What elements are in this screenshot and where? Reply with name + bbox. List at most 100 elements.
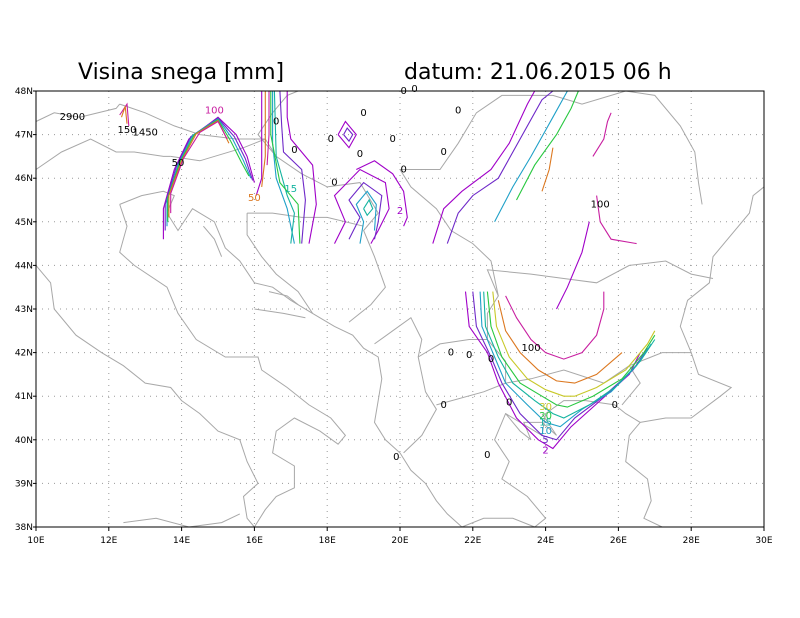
coastline-border bbox=[119, 204, 347, 528]
contour-line-c100 bbox=[596, 195, 637, 245]
contour-line-c10 bbox=[355, 190, 377, 244]
contour-line-c50 bbox=[261, 91, 266, 187]
contour-value-label: 0 bbox=[466, 350, 472, 361]
contour-value-label: 0 bbox=[448, 348, 454, 359]
lon-tick-label: 30E bbox=[755, 536, 772, 546]
contour-line-c5 bbox=[348, 181, 383, 240]
lon-tick-label: 24E bbox=[537, 536, 554, 546]
contour-value-label: 1450 bbox=[132, 127, 157, 138]
contour-line-c2 bbox=[337, 120, 357, 149]
coastline-border bbox=[203, 225, 223, 257]
contour-line-c2 bbox=[255, 91, 263, 196]
contour-line-c20 bbox=[270, 91, 301, 244]
contour-value-label: 0 bbox=[357, 149, 363, 160]
contour-value-label: 0 bbox=[411, 84, 417, 95]
contour-value-label: 2 bbox=[542, 446, 548, 457]
contour-line-c10 bbox=[166, 118, 252, 227]
contour-value-label: 5 bbox=[542, 435, 548, 446]
gridlines bbox=[36, 91, 764, 527]
contour-line-c100 bbox=[170, 120, 228, 214]
coastline-border bbox=[35, 265, 259, 528]
contour-value-label: 0 bbox=[612, 400, 618, 411]
contour-line-c5 bbox=[279, 90, 306, 244]
contour-value-label: 50 bbox=[172, 158, 185, 169]
contour-value-label: 15 bbox=[284, 184, 297, 195]
lon-tick-label: 28E bbox=[683, 536, 700, 546]
coastline-border bbox=[35, 103, 121, 122]
contour-line-c2 bbox=[356, 160, 408, 227]
coastline-border bbox=[254, 308, 306, 319]
contour-line-c100 bbox=[505, 291, 605, 360]
contour-value-label: 0 bbox=[390, 134, 396, 145]
contour-value-label: 0 bbox=[331, 178, 337, 189]
contour-value-label: 10 bbox=[539, 426, 552, 437]
coastline-border bbox=[123, 513, 241, 528]
contour-line-c30 bbox=[492, 291, 656, 397]
contour-value-label: 15 bbox=[539, 417, 552, 428]
lat-tick-label: 41N bbox=[15, 392, 33, 402]
contour-value-label: 20 bbox=[539, 411, 552, 422]
map-title: Visina snega [mm] bbox=[78, 60, 284, 85]
contour-value-label: 0 bbox=[440, 400, 446, 411]
contour-value-label: 0 bbox=[488, 354, 494, 365]
lon-tick-label: 18E bbox=[319, 536, 336, 546]
contour-value-label: 2 bbox=[397, 206, 403, 217]
contour-line-c5 bbox=[472, 291, 648, 441]
lat-tick-label: 42N bbox=[15, 349, 33, 359]
contour-value-label: 0 bbox=[400, 164, 406, 175]
snow-contours bbox=[119, 90, 656, 450]
map-frame bbox=[35, 90, 765, 528]
contour-line-c2 bbox=[286, 91, 317, 244]
coastline-border bbox=[399, 169, 499, 340]
lat-tick-label: 46N bbox=[15, 174, 33, 184]
contour-value-label: 0 bbox=[291, 145, 297, 156]
lat-tick-label: 38N bbox=[15, 523, 33, 533]
coastline-border bbox=[247, 212, 364, 227]
contour-value-label: 0 bbox=[393, 452, 399, 463]
contour-line-c100 bbox=[592, 112, 612, 157]
contour-line-c50 bbox=[120, 106, 128, 124]
coastline-border bbox=[246, 213, 314, 314]
coastline-border bbox=[268, 291, 299, 305]
coastline-border bbox=[417, 339, 507, 406]
contour-value-label: 0 bbox=[455, 106, 461, 117]
map-date: datum: 21.06.2015 06 h bbox=[404, 60, 672, 85]
contour-line-c15 bbox=[363, 198, 374, 217]
lon-tick-label: 14E bbox=[173, 536, 190, 546]
lon-tick-label: 12E bbox=[100, 536, 117, 546]
contour-line-c20 bbox=[486, 291, 656, 408]
contour-value-label: 0 bbox=[440, 147, 446, 158]
contour-line-c2 bbox=[556, 221, 590, 310]
coastline-border bbox=[119, 190, 463, 528]
lat-tick-label: 43N bbox=[15, 305, 33, 315]
contour-value-label: 100 bbox=[205, 106, 224, 117]
contour-line-c20 bbox=[516, 90, 579, 201]
lat-tick-label: 44N bbox=[15, 261, 33, 271]
coastline-border bbox=[486, 260, 714, 297]
contour-value-label: 0 bbox=[506, 398, 512, 409]
contour-line-c5 bbox=[164, 117, 254, 231]
coastline-border bbox=[35, 138, 171, 170]
coastlines-borders bbox=[35, 90, 765, 528]
contour-line-c2 bbox=[333, 168, 390, 244]
contour-line-c15 bbox=[273, 90, 295, 244]
coastline-border bbox=[170, 138, 386, 323]
coastline-border bbox=[505, 413, 557, 441]
contour-line-c100 bbox=[266, 91, 270, 166]
axis-tick-labels: 10E 12E 14E 16E 18E 20E 22E 24E 26E 28E 30E 38N 39N 4… bbox=[15, 87, 773, 546]
coastline-border bbox=[640, 186, 765, 423]
contour-line-c15 bbox=[483, 291, 656, 419]
contour-line-c5 bbox=[446, 90, 554, 244]
contour-value-label: 150 bbox=[117, 125, 136, 136]
coastline-border bbox=[461, 400, 663, 528]
contour-line-c10 bbox=[494, 90, 568, 223]
coastline-border bbox=[119, 103, 266, 140]
contour-value-label: 2900 bbox=[60, 112, 85, 123]
contour-line-c2 bbox=[464, 291, 641, 450]
contour-value-label: 100 bbox=[591, 199, 610, 210]
coastline-border bbox=[374, 316, 437, 454]
contour-line-c50 bbox=[541, 147, 554, 192]
lat-tick-label: 40N bbox=[15, 436, 33, 446]
contour-line-c100 bbox=[119, 102, 130, 126]
contour-line-c10 bbox=[272, 91, 295, 244]
